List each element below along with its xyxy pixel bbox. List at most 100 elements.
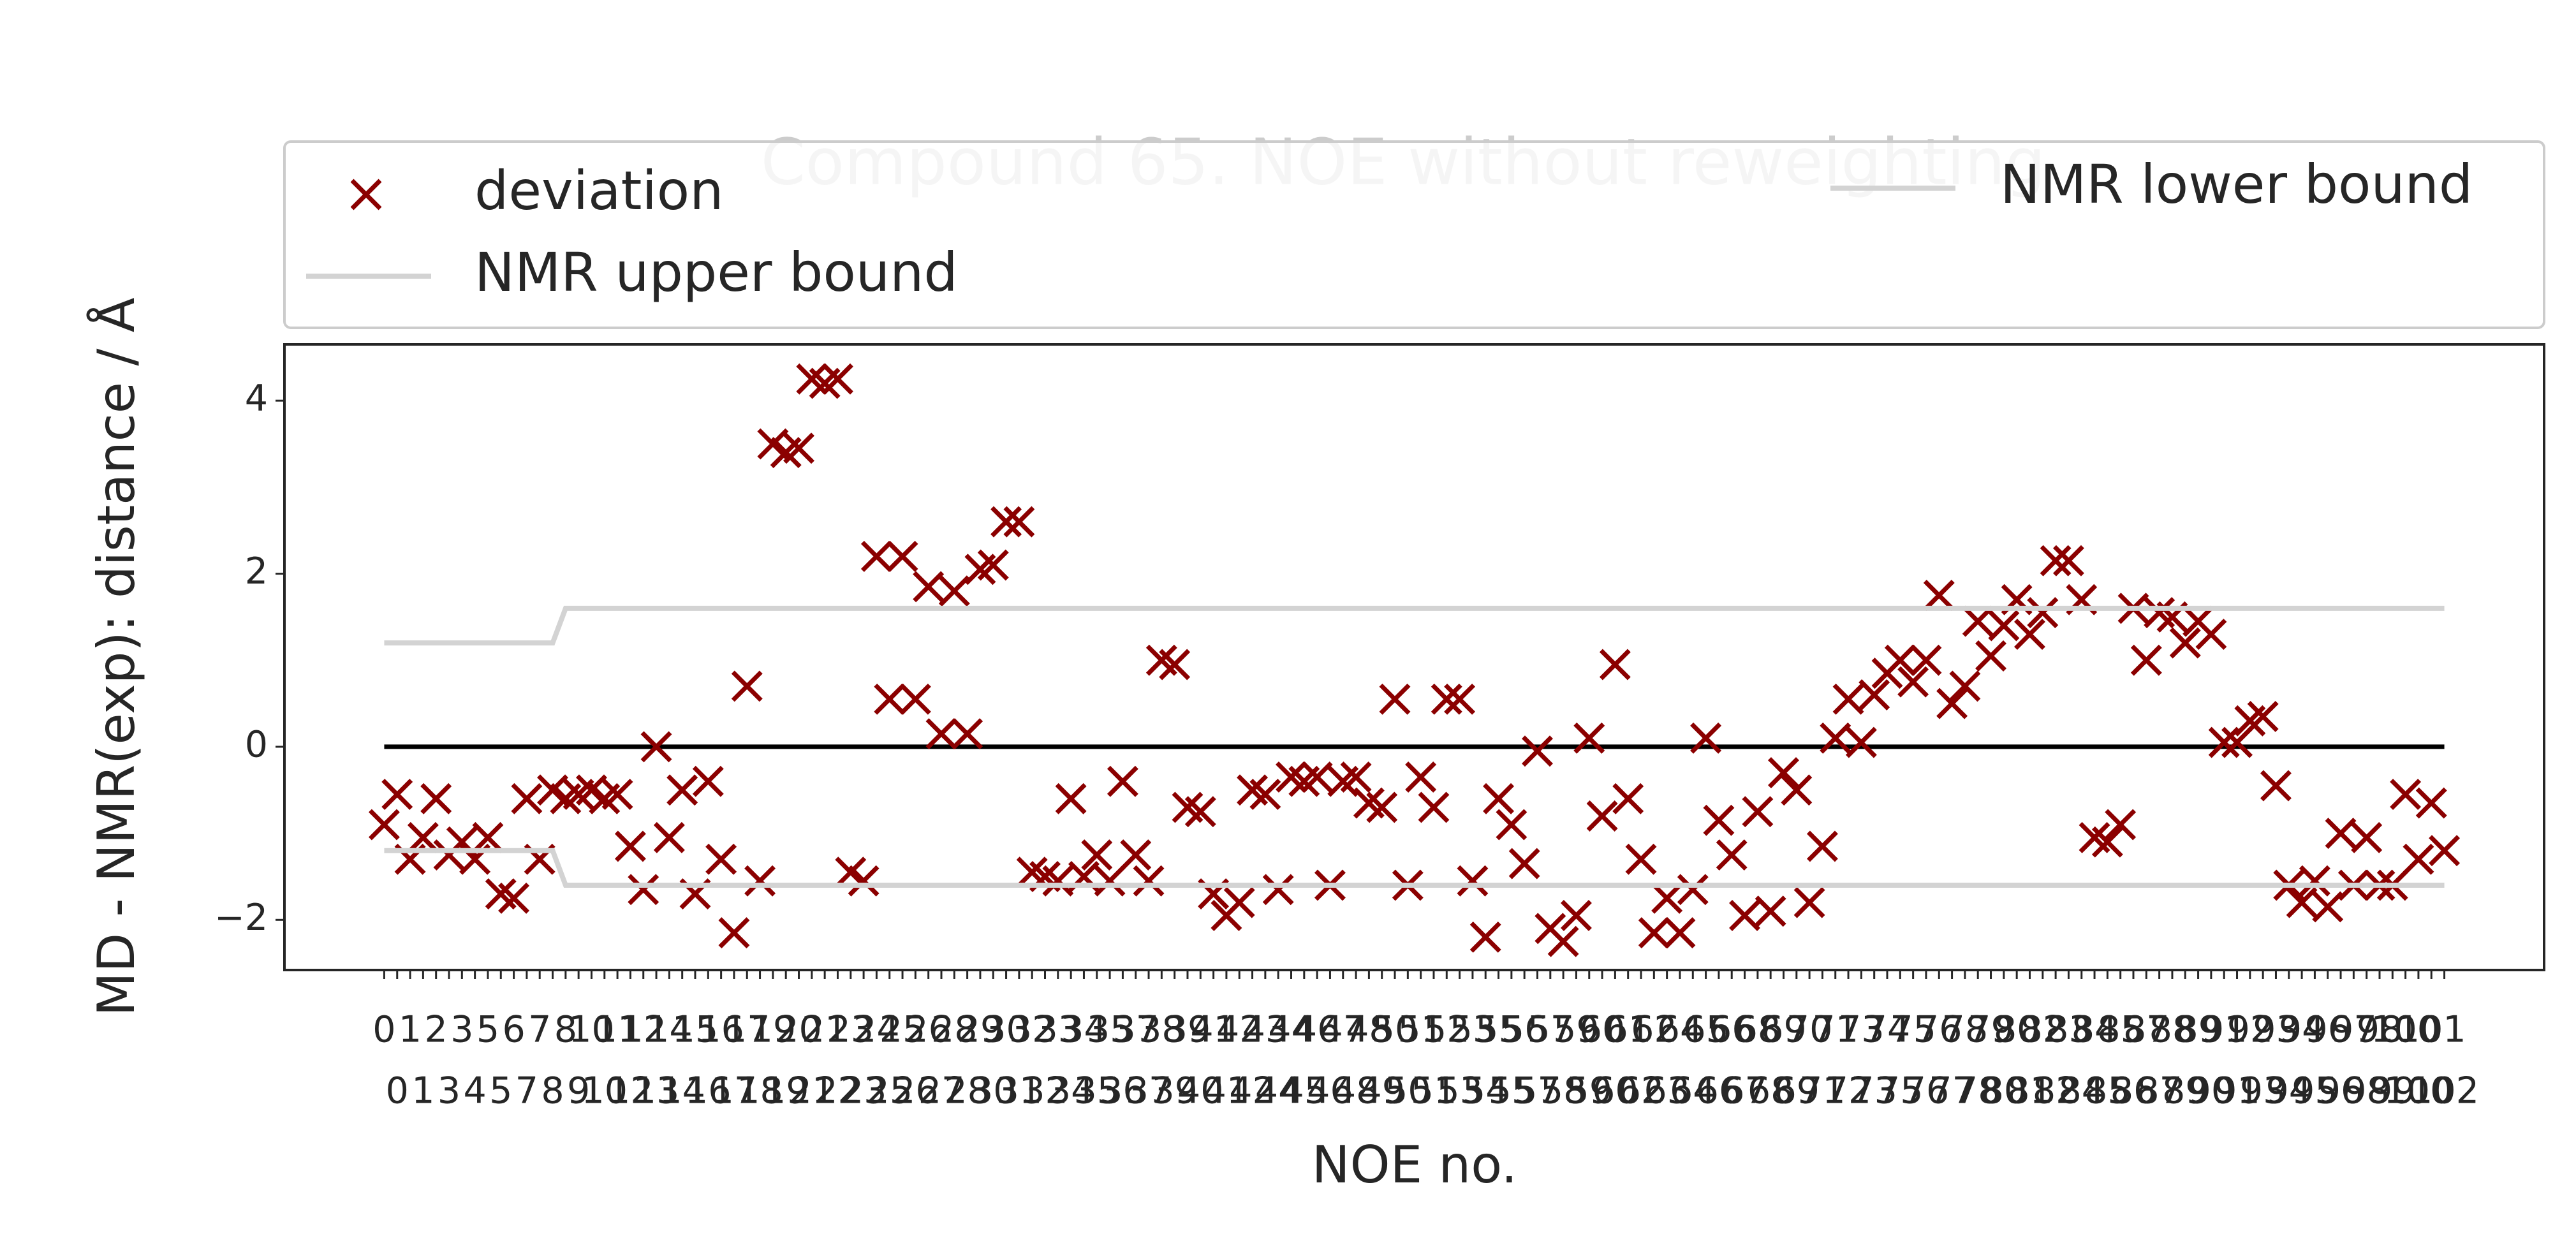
x-tick-label: 75 — [1890, 1009, 1936, 1051]
deviation-marker — [368, 809, 400, 841]
x-tick-label: 58 — [1540, 1070, 1587, 1112]
deviation-marker — [1405, 761, 1437, 793]
x-tick-label: 28 — [931, 1009, 978, 1051]
x-tick-label: 80 — [1994, 1009, 2040, 1051]
x-tick-label: 8 — [554, 1009, 577, 1051]
x-tick-label: 69 — [1774, 1070, 1820, 1112]
deviation-marker — [731, 670, 763, 702]
deviation-marker — [1055, 783, 1087, 814]
deviation-marker — [1366, 791, 1398, 823]
x-tick-label: 71 — [1799, 1070, 1846, 1112]
x-tick-label: 81 — [2006, 1070, 2053, 1112]
deviation-marker — [1418, 791, 1450, 823]
deviation-marker — [2415, 787, 2447, 819]
x-tick-label: 78 — [1955, 1070, 2001, 1112]
deviation-marker — [1431, 683, 1462, 715]
x-tick-label: 71 — [1812, 1009, 1858, 1051]
deviation-marker — [2325, 818, 2357, 849]
deviation-marker — [1547, 925, 1579, 957]
x-tick-label: 68 — [1735, 1009, 1781, 1051]
deviation-marker — [2312, 891, 2344, 923]
deviation-marker — [2014, 619, 2045, 651]
plot-frame — [283, 343, 2545, 971]
x-tick-label: 57 — [1527, 1009, 1574, 1051]
deviation-marker — [1832, 683, 1864, 715]
x-tick-label: 94 — [2279, 1009, 2325, 1051]
deviation-marker — [1003, 506, 1035, 538]
deviation-marker — [1910, 644, 1942, 676]
x-tick-label: 6 — [502, 1009, 525, 1051]
bound-line — [384, 605, 2445, 646]
x-tick-label: 56 — [1501, 1009, 1548, 1051]
x-tick-label: 91 — [2214, 1070, 2260, 1112]
x-tick-label: 26 — [905, 1009, 952, 1051]
x-tick-label: 69 — [1760, 1009, 1807, 1051]
deviation-marker — [1301, 761, 1333, 793]
x-tick-label: 3 — [438, 1070, 460, 1112]
deviation-marker — [1806, 830, 1838, 862]
x-tick-label: 70 — [1786, 1009, 1833, 1051]
x-tick-label: 100 — [2384, 1070, 2454, 1112]
x-tick-label: 11 — [594, 1009, 641, 1051]
x-tick-label: 31 — [996, 1070, 1043, 1112]
deviation-marker — [977, 549, 1009, 581]
x-tick-label: 48 — [1346, 1009, 1392, 1051]
x-tick-label: 99 — [2369, 1070, 2416, 1112]
x-tick-label: 72 — [1825, 1070, 1872, 1112]
x-tick-label: 23 — [841, 1070, 887, 1112]
x-tick-label: 34 — [1048, 1070, 1094, 1112]
x-tick-label: 54 — [1462, 1070, 1509, 1112]
deviation-marker — [1496, 809, 1527, 841]
x-tick-label: 29 — [957, 1009, 1004, 1051]
deviation-marker — [1690, 722, 1722, 754]
legend-marker — [350, 179, 382, 210]
x-tick-label: 89 — [2175, 1009, 2221, 1051]
deviation-marker — [783, 432, 814, 464]
x-tick-label: 98 — [2343, 1070, 2390, 1112]
x-tick-label: 23 — [828, 1009, 874, 1051]
deviation-marker — [1936, 688, 1968, 719]
x-tick-label: 87 — [2123, 1009, 2170, 1051]
x-tick-label: 73 — [1851, 1070, 1897, 1112]
deviation-marker — [1755, 895, 1786, 927]
x-tick-label: 82 — [2033, 1070, 2079, 1112]
x-tick-label: 3 — [450, 1009, 473, 1051]
x-tick-label: 77 — [1929, 1070, 1975, 1112]
x-tick-label: 27 — [918, 1070, 965, 1112]
deviation-marker — [913, 571, 945, 603]
x-tick-label: 55 — [1489, 1070, 1535, 1112]
deviation-marker — [899, 683, 931, 715]
x-tick-label: 32 — [1022, 1070, 1068, 1112]
x-tick-label: 64 — [1670, 1070, 1716, 1112]
x-tick-label: 76 — [1903, 1070, 1950, 1112]
x-tick-label: 98 — [2357, 1009, 2403, 1051]
x-tick-label: 41 — [1203, 1070, 1250, 1112]
x-axis-label: NOE no. — [1312, 1135, 1517, 1195]
deviation-marker — [498, 882, 530, 914]
x-tick-label: 9 — [567, 1070, 590, 1112]
deviation-marker — [1729, 900, 1761, 931]
x-tick-label: 16 — [698, 1009, 744, 1051]
legend-label: NMR lower bound — [2000, 153, 2473, 216]
deviation-marker — [1768, 757, 1799, 789]
x-tick-label: 19 — [750, 1009, 797, 1051]
x-tick-label: 50 — [1385, 1070, 1431, 1112]
x-tick-label: 28 — [944, 1070, 990, 1112]
y-axis-label: MD - NMR(exp): distance / Å — [86, 297, 146, 1016]
deviation-marker — [2195, 619, 2227, 651]
x-tick-label: 60 — [1579, 1009, 1626, 1051]
x-tick-label: 65 — [1682, 1009, 1729, 1051]
deviation-marker — [2221, 726, 2253, 758]
deviation-marker — [1522, 735, 1553, 767]
x-tick-label: 78 — [1942, 1009, 1989, 1051]
x-tick-label: 1 — [399, 1009, 422, 1051]
x-tick-label: 88 — [2149, 1009, 2196, 1051]
y-tick-label: −2 — [214, 897, 268, 939]
deviation-marker — [1184, 796, 1216, 828]
x-tick-label: 63 — [1644, 1070, 1690, 1112]
deviation-marker — [472, 821, 504, 853]
deviation-marker — [1820, 722, 1851, 754]
x-tick-label: 102 — [2410, 1070, 2479, 1112]
deviation-marker — [1469, 921, 1501, 953]
x-tick-label: 80 — [1981, 1070, 2028, 1112]
